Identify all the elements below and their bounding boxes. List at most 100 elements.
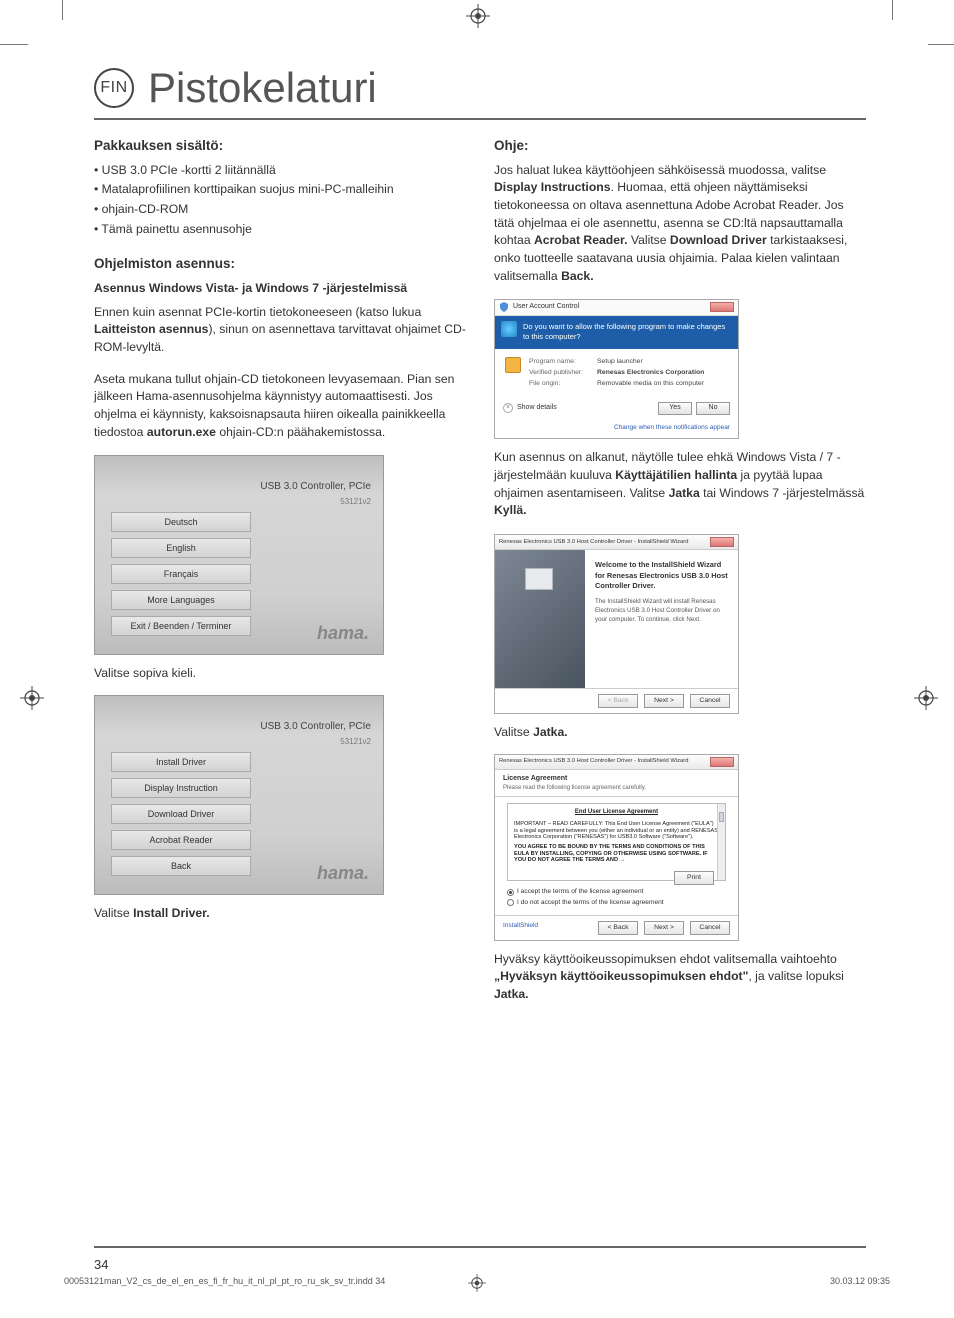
label: File origin: bbox=[529, 379, 593, 389]
figure-hama-language: USB 3.0 Controller, PCIe 53121v2 Deutsch… bbox=[94, 455, 466, 655]
wizard-sidebar bbox=[495, 550, 585, 688]
figure-caption: Valitse sopiva kieli. bbox=[94, 665, 466, 683]
registration-mark-icon bbox=[914, 686, 938, 710]
title-text: Renesas Electronics USB 3.0 Host Control… bbox=[499, 757, 688, 765]
status-text: InstallShield bbox=[503, 921, 538, 935]
page-title: Pistokelaturi bbox=[148, 64, 377, 112]
shield-icon bbox=[499, 302, 509, 312]
wizard-heading: Welcome to the InstallShield Wizard for … bbox=[595, 560, 728, 592]
product-subtitle: 53121v2 bbox=[260, 736, 371, 748]
crop-mark bbox=[62, 0, 63, 20]
registration-mark-icon bbox=[468, 1274, 486, 1292]
hama-installer-window: USB 3.0 Controller, PCIe 53121v2 Install… bbox=[94, 695, 384, 895]
hama-logo: hama. bbox=[317, 620, 369, 646]
wizard-body-text: The InstallShield Wizard will install Re… bbox=[595, 598, 728, 625]
language-badge: FIN bbox=[94, 68, 134, 108]
back-button[interactable]: < Back bbox=[598, 921, 638, 935]
bullet-item: • ohjain-CD-ROM bbox=[94, 201, 466, 219]
figure-installshield-license: Renesas Electronics USB 3.0 Host Control… bbox=[494, 754, 866, 941]
yes-button[interactable]: Yes bbox=[658, 402, 692, 415]
install-driver-button[interactable]: Install Driver bbox=[111, 752, 251, 772]
cancel-button[interactable]: Cancel bbox=[690, 694, 730, 708]
scrollbar-thumb[interactable] bbox=[719, 812, 724, 822]
titlebar: Renesas Electronics USB 3.0 Host Control… bbox=[495, 535, 738, 550]
back-button[interactable]: Back bbox=[111, 856, 251, 876]
cancel-button[interactable]: Cancel bbox=[690, 921, 730, 935]
close-icon[interactable] bbox=[710, 537, 734, 547]
paragraph: Jos haluat lukea käyttöohjeen sähköisess… bbox=[494, 162, 866, 286]
hama-installer-window: USB 3.0 Controller, PCIe 53121v2 Deutsch… bbox=[94, 455, 384, 655]
footer-timestamp: 30.03.12 09:35 bbox=[830, 1276, 890, 1286]
paragraph: Hyväksy käyttöoikeussopimuksen ehdot val… bbox=[494, 951, 866, 1004]
close-icon[interactable] bbox=[710, 302, 734, 312]
accept-label: I accept the terms of the license agreem… bbox=[517, 887, 643, 897]
eula-title: End User License Agreement bbox=[514, 808, 719, 817]
left-column: Pakkauksen sisältö: • USB 3.0 PCIe -kort… bbox=[94, 136, 466, 1018]
license-header: License Agreement Please read the follow… bbox=[495, 770, 738, 798]
horizontal-rule bbox=[94, 1246, 866, 1248]
crop-mark bbox=[892, 0, 893, 20]
display-instruction-button[interactable]: Display Instruction bbox=[111, 778, 251, 798]
next-button[interactable]: Next > bbox=[644, 694, 684, 708]
acrobat-reader-button[interactable]: Acrobat Reader bbox=[111, 830, 251, 850]
figure-installshield-welcome: Renesas Electronics USB 3.0 Host Control… bbox=[494, 534, 866, 714]
uac-body: Program name:Setup launcher Verified pub… bbox=[495, 349, 738, 398]
exit-button[interactable]: Exit / Beenden / Terminer bbox=[111, 616, 251, 636]
language-button-english[interactable]: English bbox=[111, 538, 251, 558]
show-details-link[interactable]: Show details bbox=[517, 403, 557, 413]
installshield-dialog: Renesas Electronics USB 3.0 Host Control… bbox=[494, 534, 739, 714]
language-button-francais[interactable]: Français bbox=[111, 564, 251, 584]
chevron-down-icon[interactable]: ˅ bbox=[503, 403, 513, 413]
value: Renesas Electronics Corporation bbox=[597, 368, 704, 378]
next-button[interactable]: Next > bbox=[644, 921, 684, 935]
product-subtitle: 53121v2 bbox=[260, 496, 371, 508]
computer-icon bbox=[525, 568, 553, 590]
license-heading: License Agreement bbox=[503, 774, 730, 784]
registration-mark-icon bbox=[20, 686, 44, 710]
hama-logo: hama. bbox=[317, 860, 369, 886]
uac-question: Do you want to allow the following progr… bbox=[495, 316, 738, 350]
title-text: Renesas Electronics USB 3.0 Host Control… bbox=[499, 538, 688, 546]
shield-icon bbox=[501, 321, 517, 337]
product-title: USB 3.0 Controller, PCIe 53121v2 bbox=[260, 480, 371, 507]
language-button-deutsch[interactable]: Deutsch bbox=[111, 512, 251, 532]
bullet-list: • USB 3.0 PCIe -kortti 2 liitännällä • M… bbox=[94, 162, 466, 239]
crop-mark bbox=[928, 44, 954, 45]
label: Verified publisher: bbox=[529, 368, 593, 378]
subheading: Asennus Windows Vista- ja Windows 7 -jär… bbox=[94, 280, 466, 298]
no-button[interactable]: No bbox=[696, 402, 730, 415]
text-bold: Laitteiston asennus bbox=[94, 322, 208, 336]
titlebar: Renesas Electronics USB 3.0 Host Control… bbox=[495, 755, 738, 770]
text: Valitse bbox=[94, 906, 133, 920]
uac-title-text: User Account Control bbox=[513, 302, 579, 312]
uac-settings-link[interactable]: Change when these notifications appear bbox=[495, 423, 738, 438]
close-icon[interactable] bbox=[710, 757, 734, 767]
uac-titlebar: User Account Control bbox=[495, 300, 738, 315]
accept-radio[interactable] bbox=[507, 889, 514, 896]
program-icon bbox=[505, 357, 521, 373]
heading: Pakkauksen sisältö: bbox=[94, 136, 466, 156]
page-content: FIN Pistokelaturi Pakkauksen sisältö: • … bbox=[74, 34, 886, 1290]
scrollbar[interactable] bbox=[717, 804, 725, 880]
print-button[interactable]: Print bbox=[674, 871, 714, 885]
more-languages-button[interactable]: More Languages bbox=[111, 590, 251, 610]
license-subheading: Please read the following license agreem… bbox=[503, 784, 730, 793]
back-button: < Back bbox=[598, 694, 638, 708]
right-column: Ohje: Jos haluat lukea käyttöohjeen sähk… bbox=[494, 136, 866, 1018]
paragraph: Ennen kuin asennat PCIe-kortin tietokone… bbox=[94, 304, 466, 357]
figure-hama-actions: USB 3.0 Controller, PCIe 53121v2 Install… bbox=[94, 695, 466, 895]
horizontal-rule bbox=[94, 118, 866, 120]
bullet-item: • USB 3.0 PCIe -kortti 2 liitännällä bbox=[94, 162, 466, 180]
title-row: FIN Pistokelaturi bbox=[94, 64, 866, 112]
paragraph: Kun asennus on alkanut, näytölle tulee e… bbox=[494, 449, 866, 520]
decline-radio[interactable] bbox=[507, 899, 514, 906]
text: ohjain-CD:n päähakemistossa. bbox=[216, 425, 385, 439]
wizard-main: Welcome to the InstallShield Wizard for … bbox=[585, 550, 738, 688]
eula-paragraph: IMPORTANT – READ CAREFULLY: This End Use… bbox=[514, 821, 719, 840]
text: Ennen kuin asennat PCIe-kortin tietokone… bbox=[94, 305, 421, 319]
value: Removable media on this computer bbox=[597, 379, 704, 389]
download-driver-button[interactable]: Download Driver bbox=[111, 804, 251, 824]
page-number: 34 bbox=[94, 1257, 108, 1272]
product-title: USB 3.0 Controller, PCIe 53121v2 bbox=[260, 720, 371, 747]
heading: Ohjelmiston asennus: bbox=[94, 254, 466, 274]
